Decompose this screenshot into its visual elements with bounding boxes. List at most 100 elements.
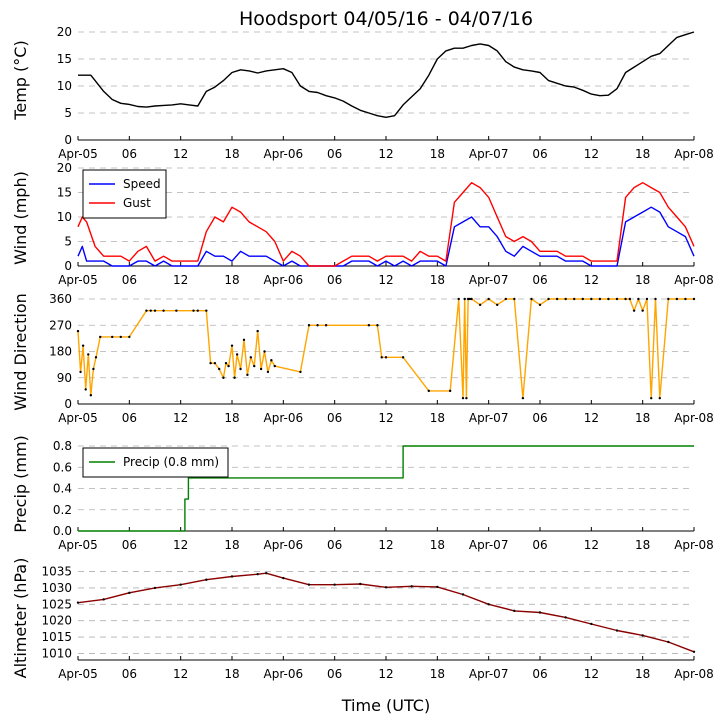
data-point (590, 622, 593, 626)
legend-entry: Precip (0.8 mm) (123, 455, 219, 469)
x-tick-label: Apr-07 (469, 667, 509, 681)
x-tick-label: Apr-06 (264, 538, 304, 552)
data-point (111, 335, 114, 339)
data-point (667, 297, 670, 301)
y-tick-label: 1025 (41, 597, 72, 611)
x-tick-label: Apr-06 (264, 667, 304, 681)
data-point (468, 297, 472, 301)
x-tick-label: 12 (584, 273, 599, 287)
x-tick-label: 06 (327, 667, 342, 681)
x-tick-label: 18 (430, 147, 445, 161)
data-point (145, 309, 148, 312)
x-tick-label: 18 (635, 667, 650, 681)
data-point (242, 338, 246, 342)
data-point (632, 309, 636, 312)
data-point (333, 583, 336, 586)
x-tick-label: 06 (122, 273, 137, 287)
x-tick-label: 18 (430, 667, 445, 681)
x-tick-label: 12 (378, 147, 393, 161)
data-point (607, 297, 610, 301)
data-point (307, 583, 311, 586)
data-point (654, 297, 657, 301)
x-tick-label: 18 (224, 538, 239, 552)
data-point (282, 576, 285, 580)
data-point (209, 361, 212, 365)
data-point (581, 297, 584, 301)
y-tick-label: 1030 (41, 581, 72, 595)
x-tick-label: Apr-08 (674, 147, 714, 161)
x-tick-label: 06 (327, 538, 342, 552)
data-point (230, 344, 234, 347)
data-point (367, 324, 371, 327)
data-point (448, 389, 452, 393)
data-point (504, 297, 507, 301)
data-point (457, 297, 460, 301)
data-point (153, 586, 157, 590)
data-point (179, 583, 182, 586)
data-point (692, 297, 696, 301)
x-tick-label: 18 (430, 411, 445, 425)
data-point (461, 396, 465, 400)
y-axis-label: Wind (mph) (11, 171, 30, 265)
data-point (175, 309, 178, 312)
x-tick-label: 18 (224, 667, 239, 681)
x-tick-label: Apr-07 (469, 273, 509, 287)
data-point (461, 593, 465, 596)
x-tick-label: Apr-05 (58, 273, 98, 287)
figure-title: Hoodsport 04/05/16 - 04/07/16 (239, 8, 533, 30)
data-point (436, 585, 439, 589)
data-point (487, 297, 490, 301)
legend-box (82, 447, 229, 478)
data-point (658, 396, 661, 400)
data-point (299, 370, 302, 374)
data-point (316, 324, 319, 327)
data-point (253, 364, 256, 368)
x-tick-label: Apr-08 (674, 273, 714, 287)
data-point (692, 650, 696, 654)
y-tick-label: 1035 (41, 565, 72, 579)
data-point (249, 356, 253, 359)
x-tick-label: 06 (327, 147, 342, 161)
data-point (645, 297, 649, 301)
x-tick-label: 12 (173, 147, 188, 161)
data-point (538, 611, 542, 614)
x-tick-label: 12 (584, 667, 599, 681)
data-point (324, 324, 328, 327)
x-tick-label: 06 (532, 273, 547, 287)
y-tick-label: 1020 (41, 614, 72, 628)
data-point (538, 303, 542, 307)
data-point (401, 356, 405, 359)
data-point (641, 309, 644, 312)
y-tick-label: 0 (64, 259, 72, 273)
y-tick-label: 0.8 (53, 439, 72, 453)
y-tick-label: 15 (57, 52, 72, 66)
data-point (149, 309, 152, 312)
y-axis-label: Precip (mm) (11, 435, 30, 533)
y-tick-label: 20 (57, 161, 72, 175)
data-point (246, 373, 249, 377)
x-tick-label: 06 (532, 147, 547, 161)
data-point (162, 309, 165, 312)
x-tick-label: 12 (378, 273, 393, 287)
data-point (650, 396, 653, 400)
data-point (496, 303, 499, 307)
data-point (128, 591, 131, 595)
x-tick-label: Apr-05 (58, 411, 98, 425)
data-point (487, 603, 490, 606)
data-point (230, 575, 234, 578)
data-point (270, 359, 273, 362)
x-tick-label: 18 (224, 411, 239, 425)
data-point (463, 297, 466, 301)
x-tick-label: 12 (173, 411, 188, 425)
x-tick-label: 18 (635, 411, 650, 425)
series-line-precip-0-8-mm- (78, 445, 694, 532)
data-point (256, 572, 259, 576)
x-tick-label: Apr-07 (469, 411, 509, 425)
y-tick-label: 180 (49, 345, 72, 359)
x-tick-label: Apr-07 (469, 147, 509, 161)
data-point (205, 309, 208, 312)
x-tick-label: 18 (430, 538, 445, 552)
series-line-gust (77, 181, 695, 267)
x-tick-label: 12 (173, 538, 188, 552)
x-tick-label: 06 (327, 411, 342, 425)
